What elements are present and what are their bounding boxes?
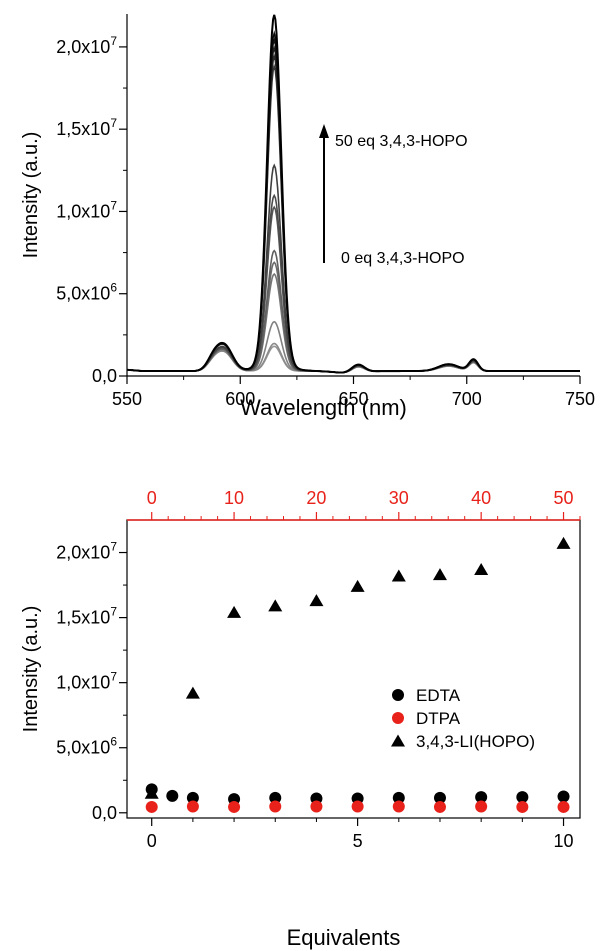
equivalents-y-tick-label: 5,0x106 [56,735,117,758]
equivalents-y-axis-label: Intensity (a.u.) [20,606,42,733]
legend-marker-dtpa [392,712,404,724]
spectrum-curve [126,193,580,374]
edta-point [269,791,282,804]
dtpa-point [351,800,364,813]
dtpa-point [269,800,282,813]
3-4-3-li-hopo-point [185,686,200,699]
equivalents-y-tick-label: 1,0x107 [56,670,117,693]
3-4-3-li-hopo-point [432,568,447,581]
dtpa-point [433,800,446,813]
top-x-tick-label: 30 [389,488,409,508]
edta-point [392,791,405,804]
spectrum-curve [126,30,580,374]
equivalents-x-tick-label: 0 [147,831,157,851]
dtpa-point [557,800,570,813]
equivalents-x-tick-label: 5 [353,831,363,851]
edta-point [475,791,488,804]
3-4-3-li-hopo-point [350,579,365,592]
dtpa-point [186,800,199,813]
dtpa-point [228,800,241,813]
equivalents-plot-frame [126,519,581,819]
legend-marker-edta [392,689,404,701]
spectrum-curve [126,272,580,374]
legend-marker-3-4-3-li-hopo [391,734,405,747]
3-4-3-li-hopo-point [474,562,489,575]
dtpa-point [392,800,405,813]
legend-label-dtpa: DTPA [416,709,461,728]
dtpa-point [516,800,529,813]
legend-label-3-4-3-li-hopo: 3,4,3-LI(HOPO) [416,732,535,751]
equivalents-x-axis-label: Equivalents [287,925,401,950]
spectrum-curve [126,45,580,374]
top-x-tick-label: 10 [224,488,244,508]
top-x-tick-label: 50 [554,488,574,508]
edta-point [557,790,570,803]
edta-point [516,791,529,804]
spectrum-y-tick-label: 2,0x107 [56,34,117,57]
spectrum-curve [126,205,580,374]
equivalents-y-tick-label: 2,0x107 [56,540,117,563]
spectrum-x-tick-label: 600 [225,389,255,409]
top-x-tick-label: 20 [306,488,326,508]
legend-label-edta: EDTA [416,686,461,705]
spectrum-y-axis-label: Intensity (a.u.) [20,132,42,259]
dtpa-point [145,800,158,813]
spectrum-x-axis-label: Wavelength (nm) [240,395,407,420]
spectrum-y-tick-label: 1,0x107 [56,198,117,221]
3-4-3-li-hopo-point [144,786,159,799]
spectrum-x-tick-label: 700 [452,389,482,409]
spectrum-curve [126,63,580,374]
3-4-3-li-hopo-point [391,569,406,582]
3-4-3-li-hopo-point [556,536,571,549]
top-x-tick-label: 40 [471,488,491,508]
spectrum-curve [126,36,580,374]
spectrum-curve [126,53,580,374]
top-x-tick-label: 0 [147,488,157,508]
annotation-50-eq: 50 eq 3,4,3-HOPO [335,133,468,150]
spectrum-y-tick-label: 1,5x107 [56,116,117,139]
spectrum-y-tick-label: 5,0x106 [56,281,117,304]
spectrum-curve [126,249,580,374]
3-4-3-li-hopo-point [309,594,324,607]
spectrum-curve [126,14,580,374]
3-4-3-li-hopo-point [227,605,242,618]
3-4-3-li-hopo-point [268,599,283,612]
spectrum-curve [126,163,580,374]
edta-point [166,789,179,802]
spectrum-curve [126,261,580,374]
spectrum-y-tick-label: 0,0 [92,366,117,386]
dtpa-point [310,800,323,813]
spectrum-curve [126,320,580,374]
spectrum-x-tick-label: 750 [565,389,595,409]
titration-arrow-head [319,124,329,138]
annotation-0-eq: 0 eq 3,4,3-HOPO [341,250,465,267]
spectrum-x-tick-label: 650 [338,389,368,409]
equivalents-y-tick-label: 0,0 [92,803,117,823]
edta-point [186,791,199,804]
spectrum-x-tick-label: 550 [112,389,142,409]
equivalents-y-tick-label: 1,5x107 [56,605,117,628]
edta-point [433,791,446,804]
equivalents-x-tick-label: 10 [554,831,574,851]
dtpa-point [475,800,488,813]
